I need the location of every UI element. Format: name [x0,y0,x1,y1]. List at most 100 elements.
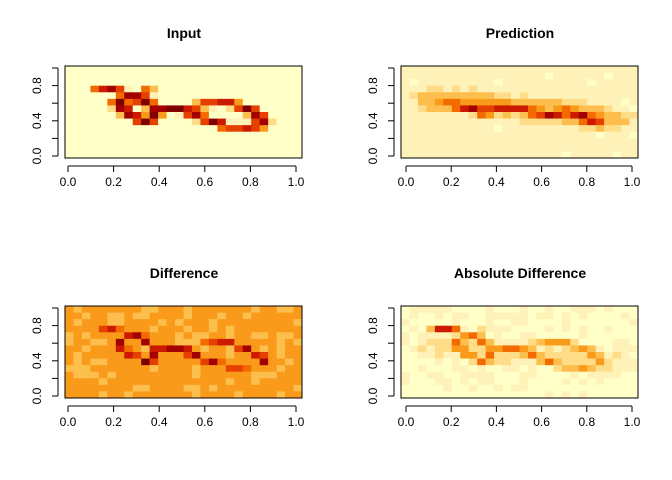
heatmap-cell [409,332,419,340]
heatmap-cell [276,371,286,379]
heatmap-cell [460,391,470,399]
heatmap-cell [417,306,427,313]
heatmap-cell [578,352,588,359]
heatmap-cell [191,312,201,320]
heatmap-cell [494,378,503,386]
heatmap-cell [225,325,235,333]
heatmap-cell [451,105,461,113]
heatmap-cell [485,312,495,320]
heatmap-cell [401,112,410,119]
heatmap-cell [578,365,588,373]
heatmap-cell [132,92,142,100]
heatmap-cell [544,338,554,346]
heatmap-cell [115,138,125,146]
heatmap-cell [409,125,419,133]
heatmap-cell [175,352,184,359]
heatmap-cell [417,378,427,386]
heatmap-cell [107,138,117,146]
heatmap-cell [242,79,252,87]
heatmap-cell [115,338,125,346]
heatmap-cell [107,306,117,313]
heatmap-cell [468,325,478,333]
heatmap-cell [65,138,74,146]
heatmap-cell [65,371,74,379]
heatmap-cell [426,391,436,399]
heatmap-cell [225,345,235,353]
heatmap-cell [115,391,125,399]
heatmap-cell [242,66,252,73]
heatmap-cell [604,365,613,373]
heatmap-cell [158,332,167,340]
heatmap-cell [401,371,410,379]
heatmap-cell [519,358,529,366]
heatmap-cell [477,72,487,80]
heatmap-cell [90,131,100,139]
heatmap-cell [527,352,537,359]
heatmap-cell [259,378,269,386]
heatmap-cell [595,151,605,159]
heatmap-cell [409,319,419,327]
heatmap-cell [73,85,83,93]
heatmap-cell [553,112,563,119]
heatmap-cell [578,79,588,87]
heatmap-cell [234,118,244,126]
heatmap-cell [536,138,546,146]
heatmap-cell [65,338,74,346]
heatmap-cell [629,72,639,80]
heatmap-cell [251,338,261,346]
heatmap-cell [158,131,167,139]
heatmap-cell [417,345,427,353]
heatmap-cell [208,85,218,93]
heatmap-cell [409,144,419,152]
heatmap-cell [268,131,277,139]
heatmap-cell [166,105,176,113]
heatmap-cell [90,125,100,133]
heatmap-cell [115,352,125,359]
heatmap-cell [485,358,495,366]
heatmap-cell [191,79,201,87]
heatmap-cell [460,118,470,126]
heatmap-cell [468,92,478,100]
heatmap-cell [90,391,100,399]
heatmap-cell [578,144,588,152]
heatmap-cell [259,66,269,73]
heatmap-cell [200,112,210,119]
heatmap-cell [511,85,520,93]
heatmap-cell [115,312,125,320]
heatmap-cell [511,98,520,106]
heatmap-cell [217,151,227,159]
heatmap-cell [141,151,151,159]
heatmap-cell [451,378,461,386]
heatmap-cell [98,338,108,346]
heatmap-cell [225,391,235,399]
heatmap-cell [519,391,529,399]
heatmap-cell [200,378,210,386]
heatmap-cell [511,338,520,346]
heatmap-cell [141,92,151,100]
heatmap-cell [621,138,630,146]
heatmap-cell [401,365,410,373]
heatmap-cell [225,338,235,346]
heatmap-cell [208,92,218,100]
heatmap-cell [242,125,252,133]
heatmap-cell [485,352,495,359]
heatmap-cell [460,92,470,100]
heatmap-cell [460,138,470,146]
heatmap-cell [443,118,453,126]
heatmap-cell [225,144,235,152]
heatmap-cell [234,138,244,146]
heatmap-cell [81,352,91,359]
heatmap-cell [293,332,303,340]
heatmap-cell [477,85,487,93]
heatmap-cell [200,332,210,340]
heatmap-cell [166,131,176,139]
heatmap-cell [98,79,108,87]
heatmap-cell [293,378,303,386]
heatmap-cell [124,312,134,320]
heatmap-cell [587,306,597,313]
heatmap-cell [460,306,470,313]
heatmap-cell [629,131,639,139]
heatmap-cell [259,151,269,159]
heatmap-cell [124,358,134,366]
heatmap-cell [536,365,546,373]
